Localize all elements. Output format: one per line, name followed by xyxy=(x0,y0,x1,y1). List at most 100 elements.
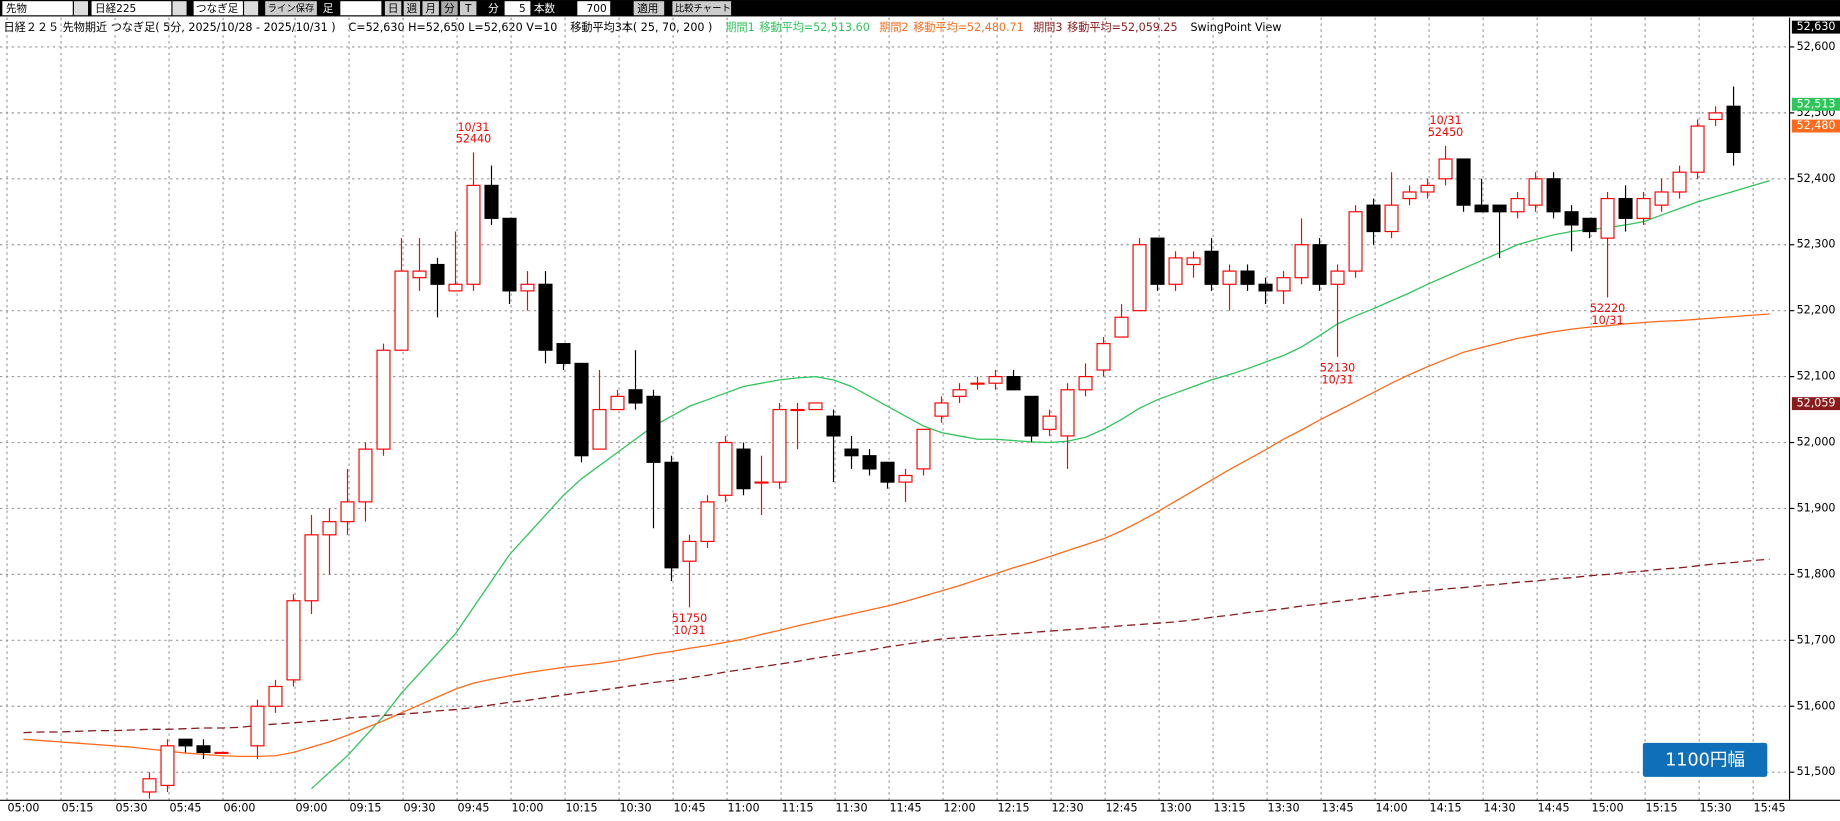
candle-body xyxy=(1384,204,1399,233)
ma-line xyxy=(311,180,1770,790)
candle-body xyxy=(1546,178,1561,213)
price-tag-label: 52,480 xyxy=(1797,119,1836,132)
swing-date: 10/31 xyxy=(457,121,489,134)
candle-body xyxy=(340,501,355,523)
candle-body xyxy=(268,685,283,707)
price-tag xyxy=(1791,397,1840,411)
legend-value: 移動平均=52,513.60 xyxy=(759,20,869,34)
y-tick-label: 51,600 xyxy=(1797,699,1836,712)
candle-body xyxy=(1654,191,1669,206)
candle-body xyxy=(1222,270,1237,285)
x-tick-label: 10:00 xyxy=(511,802,543,815)
x-tick-label: 13:15 xyxy=(1214,802,1246,815)
candle-body xyxy=(1132,244,1147,312)
legend-name: 期間1 xyxy=(725,21,754,34)
candle-body xyxy=(520,283,535,292)
price-tag xyxy=(1791,119,1840,133)
candle-body xyxy=(1150,237,1165,285)
candle-body xyxy=(1114,316,1129,338)
x-tick-label: 05:00 xyxy=(7,802,39,815)
symbol: 日経225 xyxy=(95,2,136,15)
view-label: SwingPoint View xyxy=(1191,21,1282,34)
bar-type: つなぎ足 xyxy=(196,2,239,15)
grid xyxy=(0,17,1790,801)
y-tick-label: 52,200 xyxy=(1797,304,1836,317)
y-tick-label: 51,800 xyxy=(1797,567,1836,580)
candle-body xyxy=(1474,204,1489,213)
candle-body xyxy=(1672,171,1687,193)
candle-body xyxy=(718,441,733,496)
interval-input[interactable] xyxy=(504,1,531,16)
swing-date: 10/31 xyxy=(1322,373,1354,386)
candle-body xyxy=(412,270,427,279)
x-tick-label: 09:15 xyxy=(349,802,381,815)
candle-body xyxy=(1168,257,1183,285)
x-tick-label: 05:30 xyxy=(115,802,147,815)
dropdown-arrow[interactable] xyxy=(172,1,187,16)
candle-body xyxy=(466,184,481,285)
candle-body xyxy=(1492,204,1507,213)
candle-body xyxy=(934,402,949,417)
y-tick-label: 52,000 xyxy=(1797,436,1836,449)
candle-body xyxy=(790,408,805,412)
candle-body xyxy=(1528,178,1543,206)
x-tick-label: 14:00 xyxy=(1376,802,1408,815)
bar-type-select[interactable] xyxy=(193,1,243,16)
range-badge[interactable] xyxy=(1642,742,1768,777)
dropdown-arrow[interactable] xyxy=(244,1,259,16)
swing-date: 10/31 xyxy=(1430,114,1462,127)
y-tick-label: 52,100 xyxy=(1797,370,1836,383)
candle-body xyxy=(1438,158,1453,180)
candle-body xyxy=(556,343,571,364)
compare-button[interactable] xyxy=(672,1,732,16)
x-tick-label: 12:45 xyxy=(1106,802,1138,815)
candle-body xyxy=(898,474,913,483)
legend-value: 移動平均=52,059.25 xyxy=(1067,20,1177,34)
x-tick-label: 05:15 xyxy=(61,802,93,815)
y-tick-label: 52,400 xyxy=(1797,172,1836,185)
x-tick-label: 15:30 xyxy=(1700,802,1732,815)
count-input[interactable] xyxy=(577,1,611,16)
apply-button[interactable] xyxy=(633,1,665,16)
period-button[interactable] xyxy=(384,1,402,16)
candle-body xyxy=(502,217,517,292)
candle-body xyxy=(538,283,553,351)
candle-body xyxy=(1276,277,1291,292)
candle-body xyxy=(214,751,229,754)
candle-body xyxy=(682,540,697,562)
save-button[interactable] xyxy=(265,1,317,16)
candle-body xyxy=(448,283,463,292)
candle-body xyxy=(1366,204,1381,233)
x-tick-label: 15:00 xyxy=(1592,802,1624,815)
period-button[interactable] xyxy=(403,1,421,16)
x-tick-label: 15:15 xyxy=(1646,802,1678,815)
ohlcv: C=52,630 H=52,650 L=52,620 V=10 xyxy=(349,21,558,34)
candle-body xyxy=(196,745,211,753)
candle-body xyxy=(1312,244,1327,285)
candle-body xyxy=(1726,105,1741,154)
dropdown-arrow[interactable] xyxy=(73,1,89,16)
x-tick-label: 12:00 xyxy=(943,802,975,815)
bar-input[interactable] xyxy=(340,1,382,16)
price-tag-label: 52,630 xyxy=(1797,20,1836,33)
ma-title: 移動平均3本( 25, 70, 200 ) xyxy=(570,20,712,34)
period-button[interactable] xyxy=(460,1,477,16)
candle-body xyxy=(1456,158,1471,206)
period-button[interactable] xyxy=(441,1,458,16)
period-button[interactable] xyxy=(422,1,439,16)
candle-body xyxy=(1240,270,1255,285)
apply-label: 適用 xyxy=(637,2,658,15)
y-tick-label: 51,500 xyxy=(1797,765,1836,778)
candle-body xyxy=(736,448,751,490)
price-tag-label: 52,059 xyxy=(1797,397,1836,410)
x-tick-label: 09:30 xyxy=(403,802,435,815)
candle-body xyxy=(1060,389,1075,437)
compare-label: 比較チャート xyxy=(675,2,731,14)
candle-body xyxy=(1420,184,1435,193)
candle-body xyxy=(988,376,1003,384)
candle-body xyxy=(772,408,787,483)
market-select[interactable] xyxy=(2,1,73,16)
y-tick-label: 52,300 xyxy=(1797,238,1836,251)
symbol-select[interactable] xyxy=(91,1,172,16)
